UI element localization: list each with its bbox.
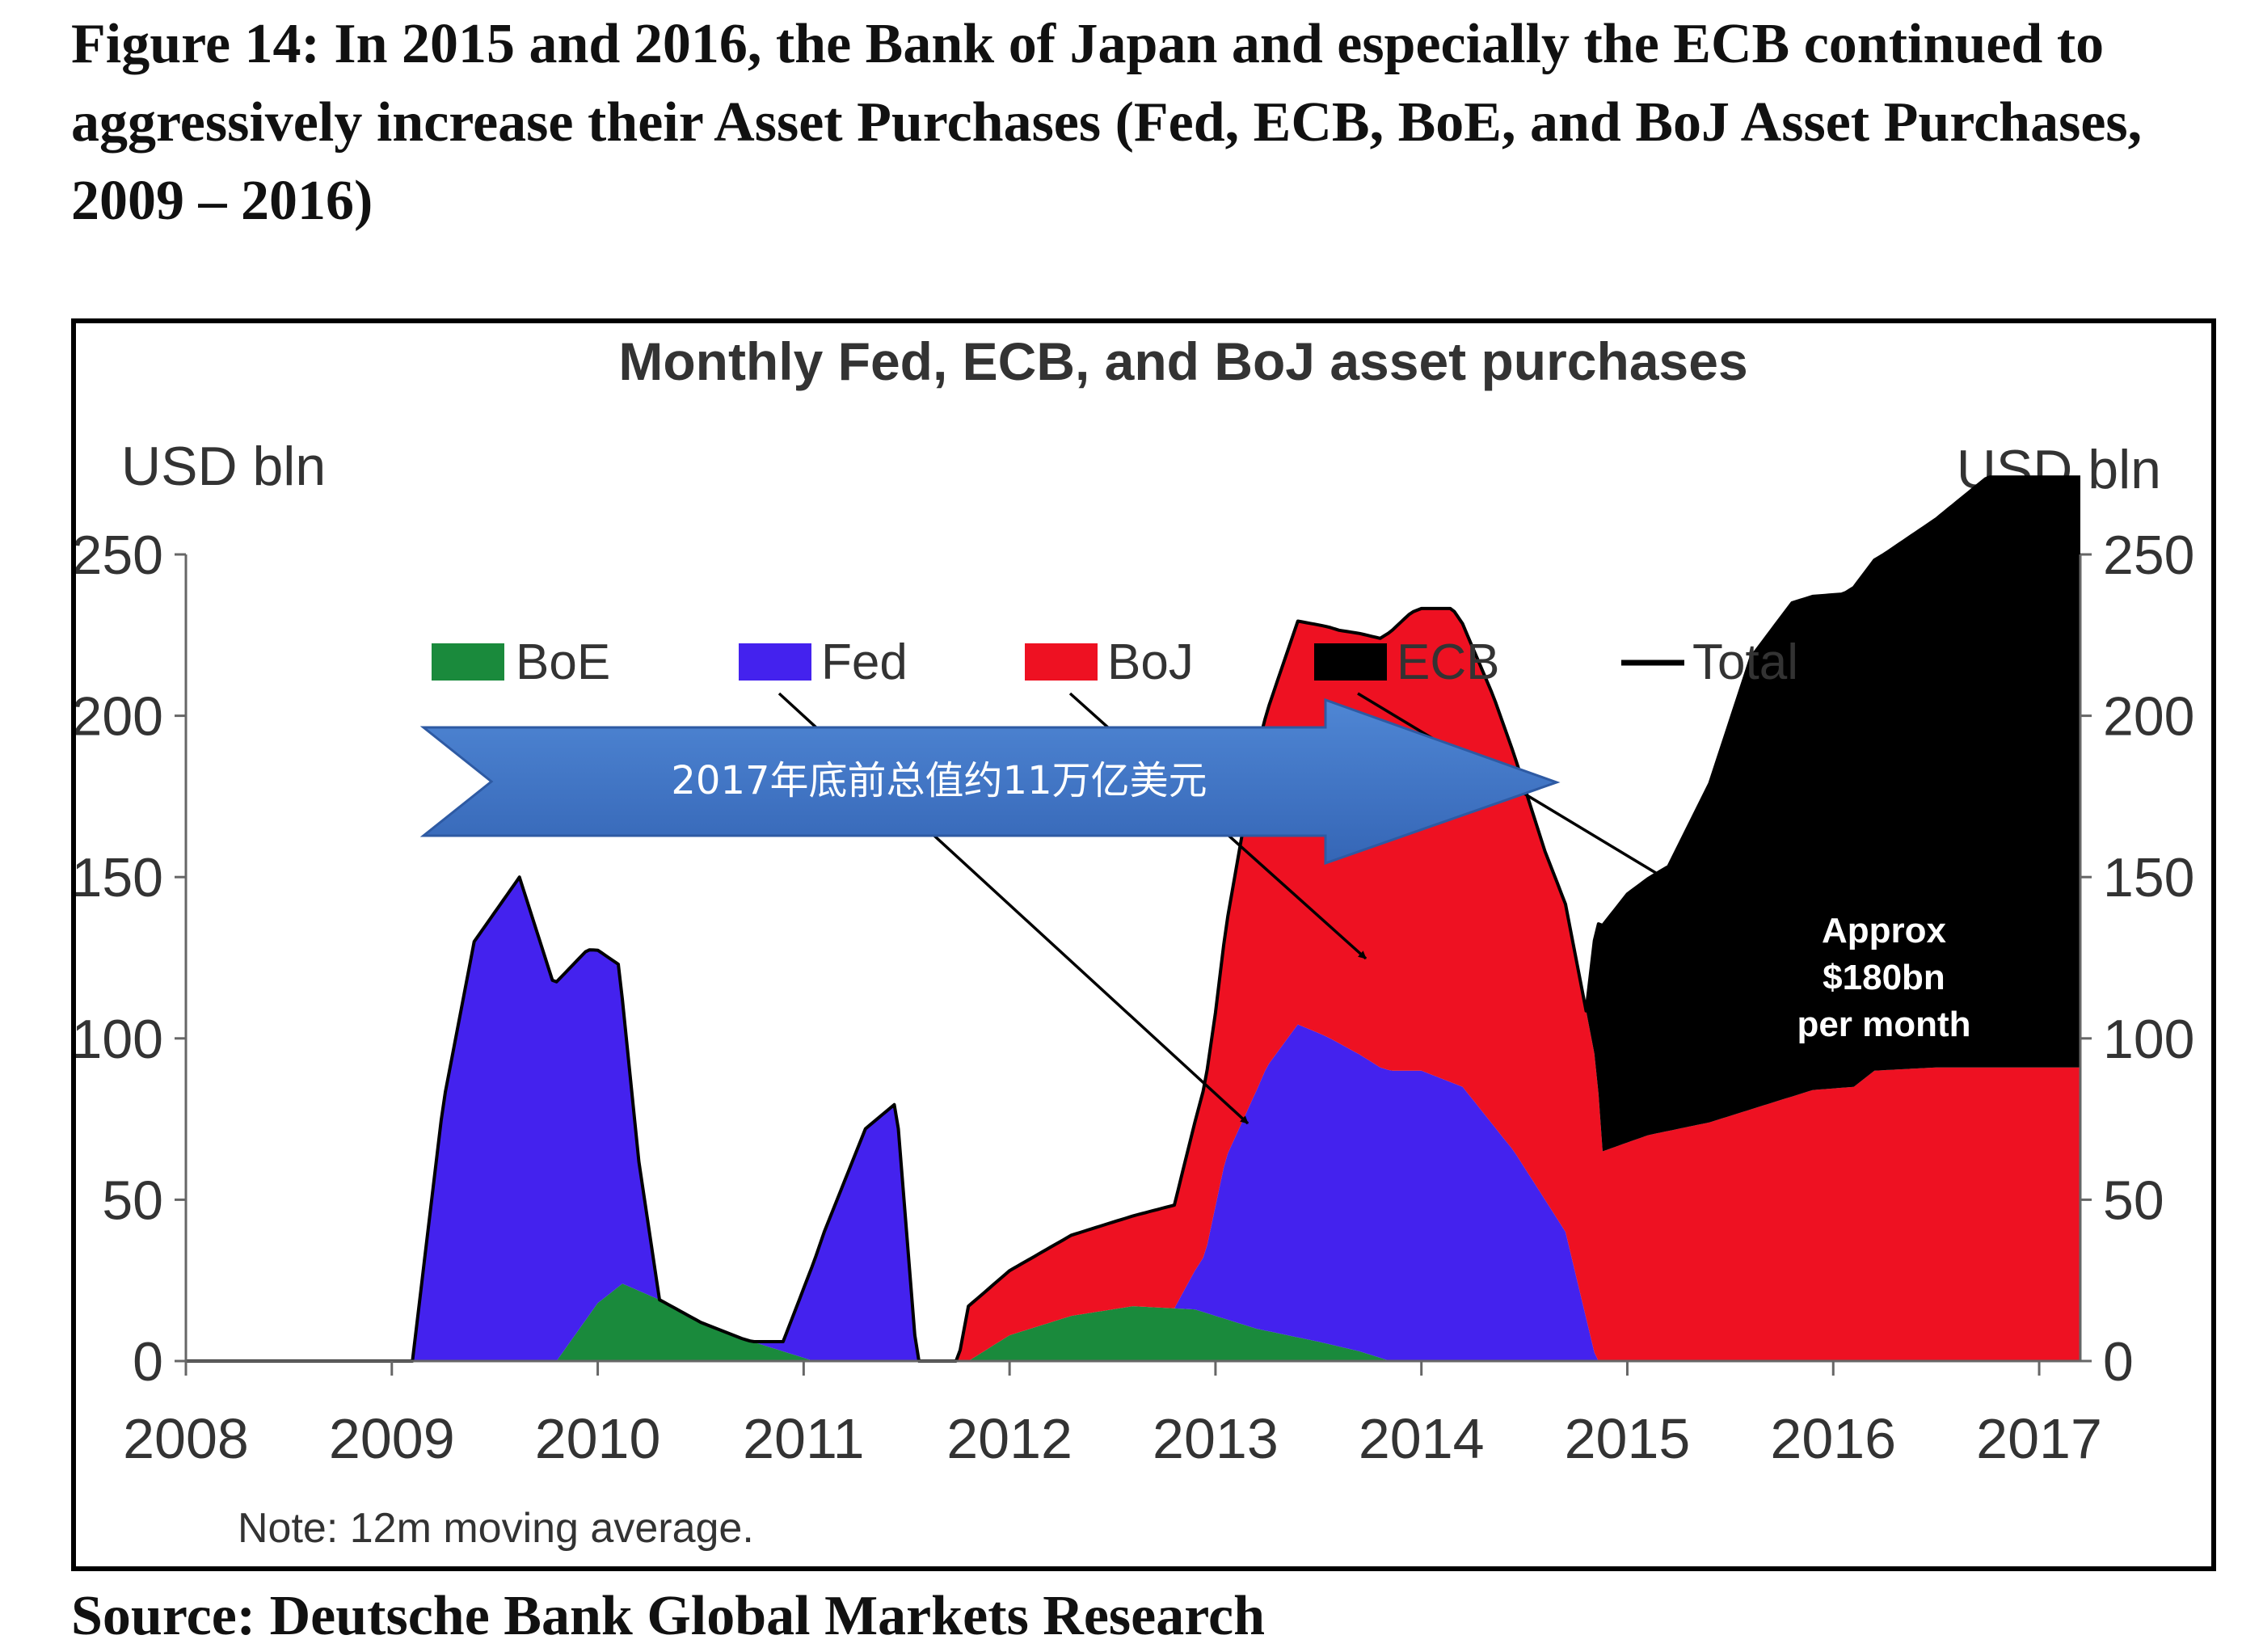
x-tick-label: 2011 (743, 1407, 865, 1470)
total-line (186, 475, 2080, 1363)
chart-plot: Monthly Fed, ECB, and BoJ asset purchase… (76, 331, 2194, 1552)
axes: 0 0 50 50 100 100 150 150 200 200 250 250 2008 2009 20… (76, 525, 2194, 1470)
y-tick-label-left: 200 (76, 686, 163, 748)
x-tick-label: 2010 (535, 1407, 661, 1470)
figure-caption: Figure 14: In 2015 and 2016, the Bank of… (71, 13, 2143, 232)
blue-arrow-shape (419, 697, 1561, 866)
x-tick-label: 2009 (329, 1407, 455, 1470)
legend-label-boj: BoJ (1107, 634, 1194, 690)
y-tick-label-left: 0 (133, 1331, 163, 1393)
x-tick-label: 2016 (1770, 1407, 1896, 1470)
legend-label-fed: Fed (821, 634, 908, 690)
y-tick-label-right: 200 (2103, 686, 2194, 748)
ecb-annotation-line3: per month (1797, 1005, 1970, 1044)
area-fed (186, 877, 2080, 1361)
stacked-areas (186, 475, 2080, 1363)
chart-note: Note: 12m moving average. (238, 1505, 754, 1552)
x-tick-label: 2017 (1976, 1407, 2102, 1470)
legend-label-total: Total (1692, 634, 1798, 690)
legend-swatch-boj (1025, 643, 1098, 681)
blue-arrow-annotation: 2017年底前总值约11万亿美元 (419, 697, 1561, 866)
y-tick-label-left: 150 (76, 847, 163, 908)
legend-swatch-ecb (1314, 643, 1387, 681)
area-boj (186, 608, 2080, 1361)
y-tick-label-right: 50 (2103, 1169, 2164, 1231)
x-tick-label: 2014 (1359, 1407, 1485, 1470)
area-boe (186, 1283, 2080, 1361)
legend-swatch-boe (432, 643, 504, 681)
x-tick-label: 2012 (946, 1407, 1073, 1470)
y-tick-label-right: 0 (2103, 1331, 2134, 1393)
y-tick-label-left: 50 (102, 1169, 163, 1231)
source-line: Source: Deutsche Bank Global Markets Res… (71, 1585, 1266, 1647)
legend: BoE Fed BoJ ECB Total (432, 634, 1798, 690)
y-tick-label-right: 250 (2103, 525, 2194, 586)
ecb-annotation-line2: $180bn (1823, 958, 1945, 997)
blue-arrow-text: 2017年底前总值约11万亿美元 (671, 758, 1207, 803)
y-tick-label-right: 100 (2103, 1009, 2194, 1070)
x-tick-label: 2015 (1565, 1407, 1691, 1470)
y-axis-label-left: USD bln (121, 436, 326, 497)
chart-frame: Monthly Fed, ECB, and BoJ asset purchase… (71, 318, 2216, 1571)
area-ecb (186, 477, 2080, 1362)
legend-label-ecb: ECB (1397, 634, 1499, 690)
legend-swatch-fed (739, 643, 811, 681)
x-tick-label: 2008 (123, 1407, 249, 1470)
y-tick-label-left: 100 (76, 1009, 163, 1070)
y-tick-label-left: 250 (76, 525, 163, 586)
x-tick-label: 2013 (1153, 1407, 1279, 1470)
ecb-annotation-line1: Approx (1822, 911, 1947, 950)
y-tick-label-right: 150 (2103, 847, 2194, 908)
ecb-annotation: Approx $180bn per month (1797, 911, 1970, 1044)
legend-label-boe: BoE (516, 634, 610, 690)
chart-title: Monthly Fed, ECB, and BoJ asset purchase… (618, 331, 1747, 391)
